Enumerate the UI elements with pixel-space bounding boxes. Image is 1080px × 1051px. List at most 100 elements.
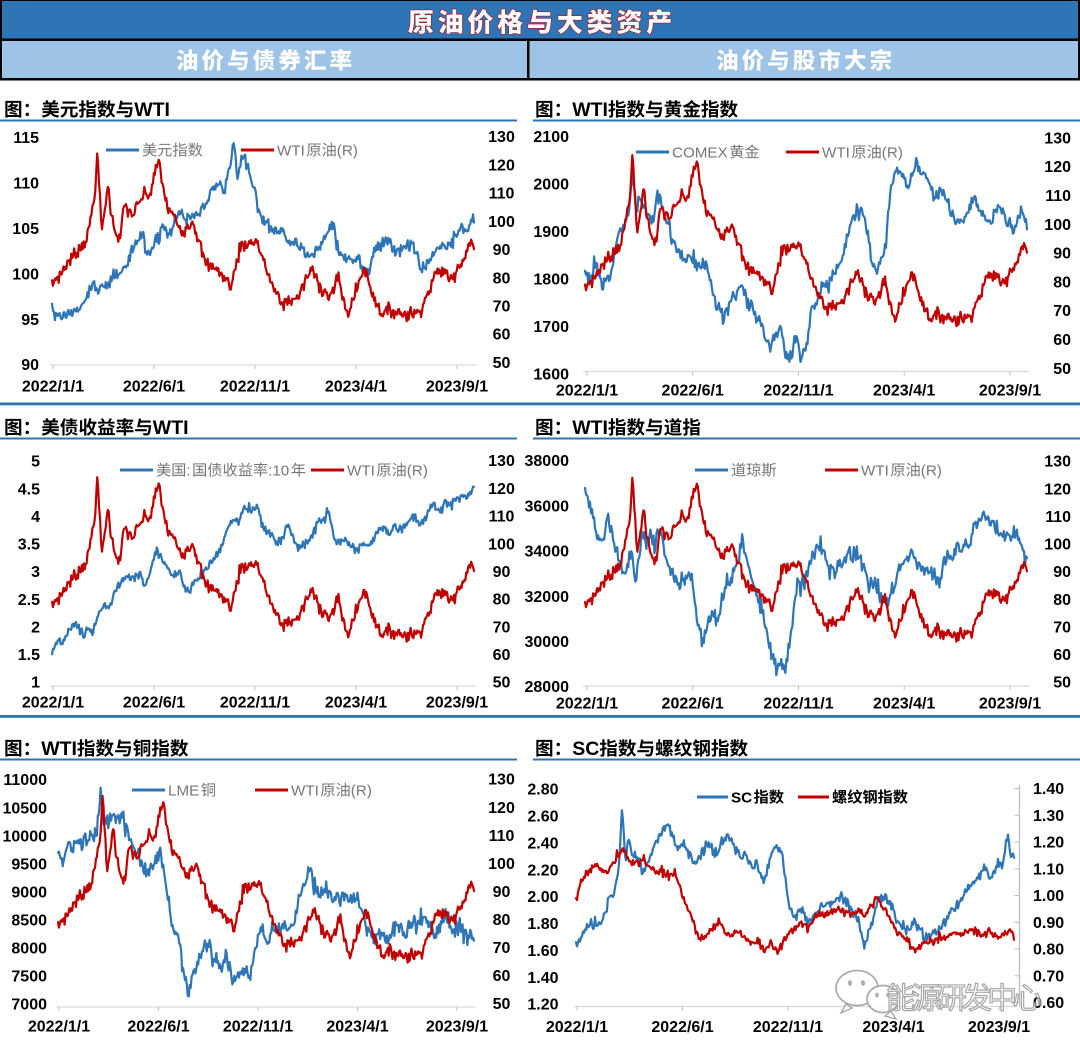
svg-text:2022/11/1: 2022/11/1 (763, 383, 833, 400)
svg-text:(R): (R) (921, 462, 942, 479)
svg-text:WTI: WTI (572, 99, 608, 121)
svg-text:2000: 2000 (533, 177, 569, 194)
svg-text::: : (186, 462, 190, 479)
svg-text:1.20: 1.20 (527, 997, 558, 1014)
svg-text:1.5: 1.5 (18, 647, 40, 664)
svg-text:WTI: WTI (822, 144, 850, 161)
svg-text:2100: 2100 (533, 129, 569, 146)
svg-text:60: 60 (1053, 647, 1071, 664)
svg-text:90: 90 (21, 357, 39, 374)
svg-text:1.80: 1.80 (527, 916, 558, 933)
svg-text:WTI: WTI (861, 462, 889, 479)
svg-text:60: 60 (493, 327, 511, 344)
svg-text:2022/1/1: 2022/1/1 (556, 383, 618, 400)
svg-text:90: 90 (1053, 564, 1071, 581)
svg-text:7500: 7500 (11, 969, 47, 986)
svg-text:1.00: 1.00 (1033, 888, 1064, 905)
svg-text:WTI: WTI (347, 462, 375, 479)
svg-text:1.40: 1.40 (1033, 781, 1064, 798)
svg-text:120: 120 (488, 800, 515, 817)
svg-text:38000: 38000 (525, 453, 570, 470)
svg-text:105: 105 (12, 221, 39, 238)
svg-text:2023/9/1: 2023/9/1 (979, 696, 1041, 713)
svg-text:(R): (R) (337, 142, 358, 159)
svg-text:80: 80 (493, 592, 511, 609)
svg-text:110: 110 (1045, 188, 1071, 205)
svg-text:2022/11/1: 2022/11/1 (763, 696, 833, 713)
svg-text::10: :10 (268, 462, 289, 479)
svg-text:4: 4 (31, 509, 40, 526)
svg-text:2.5: 2.5 (18, 592, 40, 609)
svg-text:2023/9/1: 2023/9/1 (426, 1019, 488, 1036)
svg-text:2023/9/1: 2023/9/1 (426, 695, 488, 712)
svg-text:2.80: 2.80 (527, 782, 558, 799)
svg-text:0.70: 0.70 (1033, 969, 1064, 986)
svg-text:7000: 7000 (11, 997, 47, 1014)
svg-text:115: 115 (13, 130, 39, 147)
svg-text:4.5: 4.5 (18, 481, 40, 498)
svg-text:1800: 1800 (533, 272, 569, 289)
svg-text:WTI: WTI (572, 417, 608, 439)
svg-text:80: 80 (493, 270, 511, 287)
svg-text:2022/11/1: 2022/11/1 (753, 1019, 823, 1036)
svg-text:10000: 10000 (3, 828, 48, 845)
svg-text:28000: 28000 (525, 679, 570, 696)
svg-text:50: 50 (493, 675, 511, 692)
svg-text:90: 90 (493, 242, 511, 259)
svg-text:90: 90 (493, 564, 511, 581)
svg-text:100: 100 (488, 536, 515, 553)
svg-text:1.40: 1.40 (527, 970, 558, 987)
svg-text:0.80: 0.80 (1033, 942, 1064, 959)
svg-text:130: 130 (1044, 130, 1071, 147)
svg-text:110: 110 (489, 186, 515, 203)
svg-text:1900: 1900 (533, 224, 569, 241)
svg-text:1.60: 1.60 (527, 943, 558, 960)
svg-text:95: 95 (21, 312, 39, 329)
svg-text:0.60: 0.60 (1033, 995, 1064, 1012)
svg-text:32000: 32000 (525, 589, 570, 606)
svg-text:30000: 30000 (525, 634, 570, 651)
svg-text:2022/6/1: 2022/6/1 (662, 383, 724, 400)
svg-text:11000: 11000 (3, 772, 47, 789)
svg-text:SC: SC (572, 738, 599, 760)
svg-text:2023/4/1: 2023/4/1 (325, 379, 387, 396)
svg-text:LME: LME (168, 782, 199, 799)
svg-text:2023/4/1: 2023/4/1 (325, 695, 387, 712)
svg-text:100: 100 (1044, 537, 1071, 554)
svg-text:COMEX: COMEX (672, 144, 728, 161)
svg-text:2.60: 2.60 (527, 809, 558, 826)
svg-text:(R): (R) (882, 144, 903, 161)
svg-text:2023/9/1: 2023/9/1 (968, 1019, 1030, 1036)
svg-text:2022/1/1: 2022/1/1 (22, 379, 84, 396)
svg-text:50: 50 (1053, 675, 1071, 692)
svg-text:36000: 36000 (525, 498, 570, 515)
svg-text:2023/4/1: 2023/4/1 (862, 1019, 924, 1036)
svg-text:50: 50 (493, 355, 511, 372)
svg-text:34000: 34000 (525, 544, 570, 561)
svg-text:2022/6/1: 2022/6/1 (651, 1019, 713, 1036)
svg-text:5: 5 (31, 454, 40, 471)
svg-text:90: 90 (1053, 246, 1071, 263)
svg-text:130: 130 (488, 453, 515, 470)
svg-text:80: 80 (1053, 592, 1071, 609)
svg-text:2: 2 (31, 620, 40, 637)
svg-text:1600: 1600 (533, 367, 569, 384)
svg-text:0.90: 0.90 (1033, 915, 1064, 932)
svg-text:10500: 10500 (3, 800, 48, 817)
svg-text:8500: 8500 (11, 913, 47, 930)
svg-text:80: 80 (493, 912, 511, 929)
svg-text:110: 110 (489, 509, 515, 526)
svg-text:120: 120 (488, 157, 515, 174)
svg-text:2023/4/1: 2023/4/1 (873, 696, 935, 713)
svg-text:1700: 1700 (533, 319, 569, 336)
svg-text:120: 120 (1044, 481, 1071, 498)
svg-text:2023/4/1: 2023/4/1 (326, 1019, 388, 1036)
svg-text:1: 1 (31, 675, 40, 692)
svg-text:3.5: 3.5 (18, 537, 40, 554)
svg-text:100: 100 (1044, 217, 1071, 234)
svg-text:WTI: WTI (291, 782, 319, 799)
svg-text:2022/6/1: 2022/6/1 (123, 379, 185, 396)
svg-text:110: 110 (1045, 509, 1071, 526)
svg-text:50: 50 (493, 996, 511, 1013)
svg-text:1.30: 1.30 (1033, 808, 1064, 825)
